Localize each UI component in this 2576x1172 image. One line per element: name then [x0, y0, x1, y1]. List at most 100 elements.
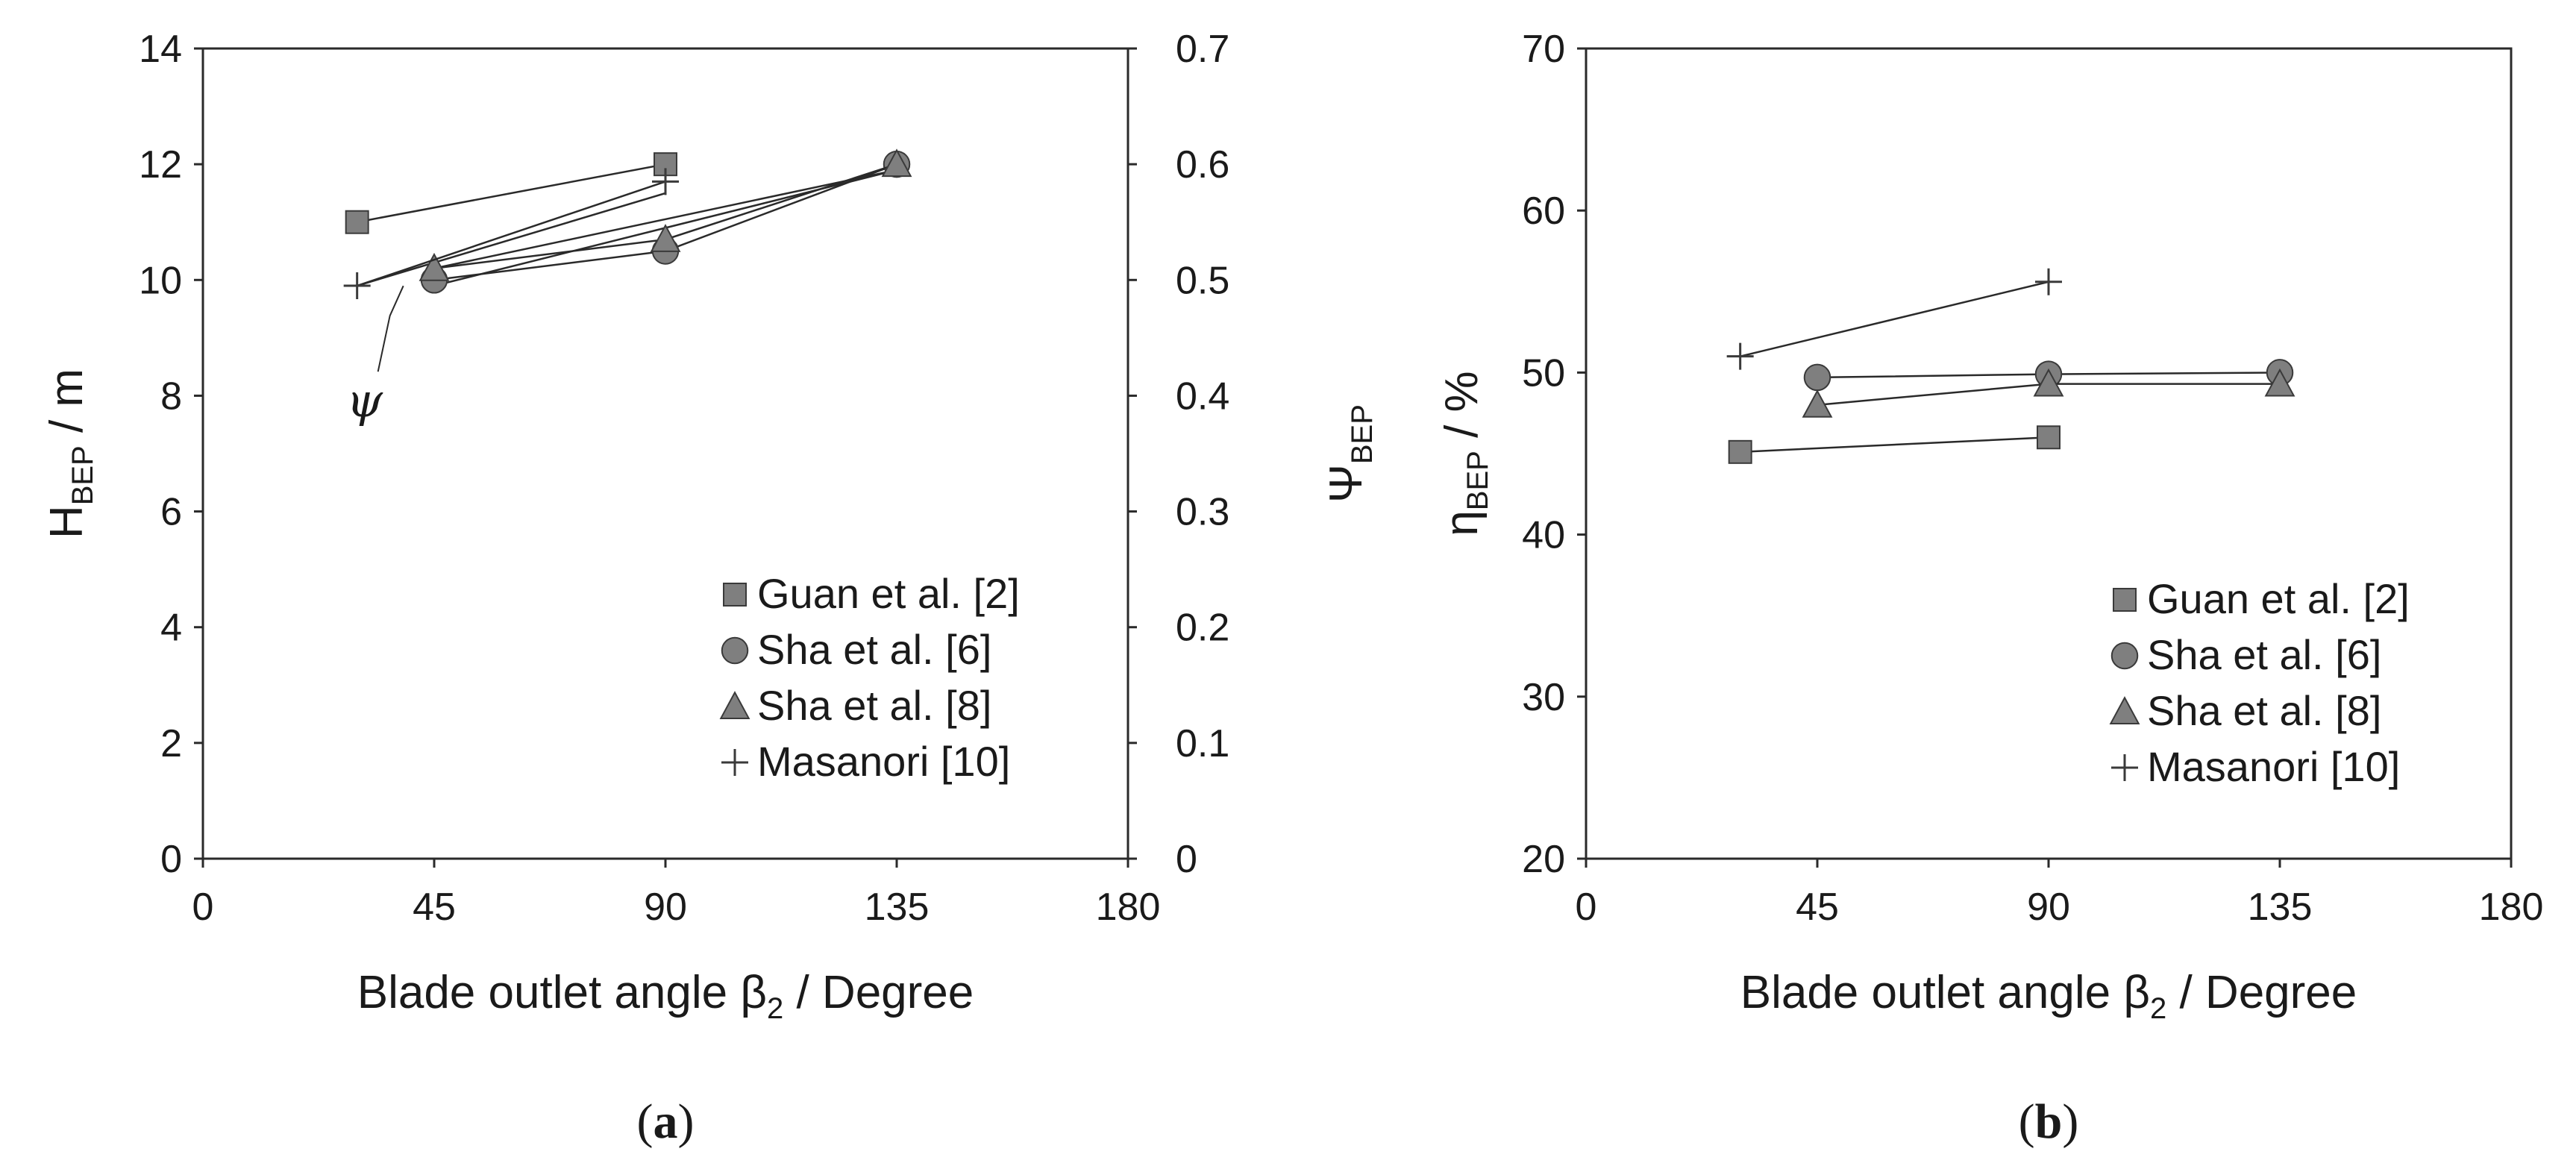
x-tick-label: 180	[1096, 886, 1161, 929]
y-axis-label: HBEP / m	[41, 369, 99, 539]
legend-marker-circle	[721, 636, 749, 665]
panel-caption: (a)	[637, 1094, 695, 1149]
legend-marker-plus	[2111, 754, 2138, 781]
annotation-leader	[377, 285, 404, 372]
y2-tick-label: 0.5	[1176, 259, 1229, 302]
data-point-plus	[652, 168, 679, 195]
caption-letter: b	[2035, 1094, 2063, 1149]
legend: Guan et al. [2] Sha et al. [6] Sha et al. …	[2109, 575, 2410, 790]
legend-marker-square	[2113, 588, 2137, 612]
data-point-square	[2037, 425, 2061, 450]
caption-paren-open: (	[637, 1094, 654, 1149]
y-tick-label: 10	[139, 259, 182, 302]
x-tick-label: 45	[1796, 886, 1839, 929]
legend-entry: Sha et al. [6]	[757, 626, 991, 673]
x-tick-label: 90	[644, 886, 687, 929]
y2-axis-label-sub: BEP	[1346, 404, 1379, 464]
series-plus	[1726, 268, 2062, 370]
y-tick-label: 20	[1522, 838, 1565, 881]
chart-panel-a: 0 45 90 135 180 0 2 4 6 8 10 12 14 0 0.1 0.2 0.3 0.4 0.5 0.…	[41, 28, 1379, 1149]
legend-entry: Sha et al. [8]	[2147, 687, 2381, 734]
psi-series-line	[357, 192, 666, 287]
y-tick-label: 6	[160, 491, 182, 534]
panel-caption: (b)	[2019, 1094, 2079, 1149]
y-tick-label: 40	[1522, 514, 1565, 557]
x-axis-label: Blade outlet angle β2 / Degree	[1740, 967, 2357, 1025]
caption-paren-close: )	[678, 1094, 695, 1149]
data-point-plus	[1726, 342, 1754, 370]
y-tick-label: 50	[1522, 351, 1565, 395]
data-point-triangle	[2264, 368, 2295, 397]
legend-entry: Masanori [10]	[2147, 743, 2400, 790]
caption-letter: a	[654, 1094, 678, 1149]
y2-tick-label: 0.2	[1176, 607, 1229, 650]
legend-entry: Guan et al. [2]	[2147, 575, 2410, 622]
y2-tick-label: 0.1	[1176, 722, 1229, 765]
data-point-circle	[1803, 363, 1831, 392]
x-tick-label: 135	[2248, 886, 2313, 929]
x-axis-label-suffix: / Degree	[2166, 967, 2357, 1018]
data-point-triangle	[1802, 389, 1833, 418]
series-square	[345, 152, 677, 234]
data-point-square	[345, 210, 369, 234]
series-line	[357, 181, 666, 287]
data-point-triangle	[419, 252, 450, 281]
series-square	[1728, 425, 2061, 464]
chart-panel-b: 0 45 90 135 180 20 30 40 50 60 70 Blade outlet angl…	[1436, 28, 2543, 1149]
y2-tick-label: 0.7	[1176, 28, 1229, 71]
legend: Guan et al. [2] Sha et al. [6] Sha et al. …	[719, 570, 1020, 785]
x-tick-label: 180	[2479, 886, 2544, 929]
x-tick-label: 90	[2027, 886, 2070, 929]
x-axis-label-suffix: / Degree	[783, 967, 974, 1018]
legend-entry: Sha et al. [8]	[757, 682, 991, 729]
x-axis-label-sub: 2	[767, 992, 783, 1025]
legend-marker-circle	[2110, 642, 2139, 670]
caption-paren-open: (	[2019, 1094, 2035, 1149]
y2-tick-label: 0.6	[1176, 143, 1229, 187]
y2-tick-label: 0	[1176, 838, 1197, 881]
x-tick-label: 0	[1576, 886, 1597, 929]
data-point-triangle	[650, 224, 681, 252]
x-axis-label-main: Blade outlet angle β	[357, 967, 767, 1018]
y2-tick-label: 0.3	[1176, 491, 1229, 534]
y-axis-label-suffix: / m	[41, 369, 93, 445]
y-axis-label-sub: BEP	[66, 445, 99, 505]
y-axis-label-suffix: / %	[1436, 371, 1488, 451]
y-tick-label: 30	[1522, 676, 1565, 719]
data-point-triangle	[2033, 368, 2064, 397]
caption-paren-close: )	[2062, 1094, 2078, 1149]
y-axis-label-main: H	[41, 505, 93, 539]
y-tick-label: 2	[160, 722, 182, 765]
x-tick-label: 45	[413, 886, 456, 929]
series-plus	[343, 168, 679, 300]
y2-axis-label: ΨBEP	[1320, 404, 1379, 503]
x-tick-label: 0	[192, 886, 214, 929]
data-point-square	[1728, 439, 1752, 464]
legend-entry: Masanori [10]	[757, 738, 1010, 785]
legend-marker-square	[723, 583, 747, 607]
y-axis-label-main: η	[1436, 510, 1488, 536]
y-tick-label: 0	[160, 838, 182, 881]
data-point-triangle	[881, 148, 912, 178]
series-line	[357, 163, 666, 223]
legend-entry: Guan et al. [2]	[757, 570, 1020, 617]
data-point-plus	[2035, 268, 2062, 295]
series-line	[1740, 436, 2049, 454]
y-tick-label: 12	[139, 143, 182, 187]
legend-marker-triangle	[719, 691, 750, 719]
legend-marker-plus	[721, 749, 748, 776]
y2-axis-label-main: Ψ	[1320, 464, 1372, 503]
x-axis-label-main: Blade outlet angle β	[1740, 967, 2150, 1018]
series-line	[1740, 281, 2049, 357]
y-axis-label: ηBEP / %	[1436, 371, 1494, 536]
y-tick-label: 70	[1522, 28, 1565, 71]
y2-tick-label: 0.4	[1176, 375, 1229, 418]
legend-marker-triangle	[2109, 696, 2140, 724]
series-triangle	[419, 148, 912, 281]
x-tick-label: 135	[865, 886, 930, 929]
y-axis-label-sub: BEP	[1461, 451, 1494, 510]
x-axis-label-sub: 2	[2150, 992, 2166, 1025]
annotation-psi: ψ	[346, 373, 383, 427]
series-triangle	[1802, 368, 2295, 418]
